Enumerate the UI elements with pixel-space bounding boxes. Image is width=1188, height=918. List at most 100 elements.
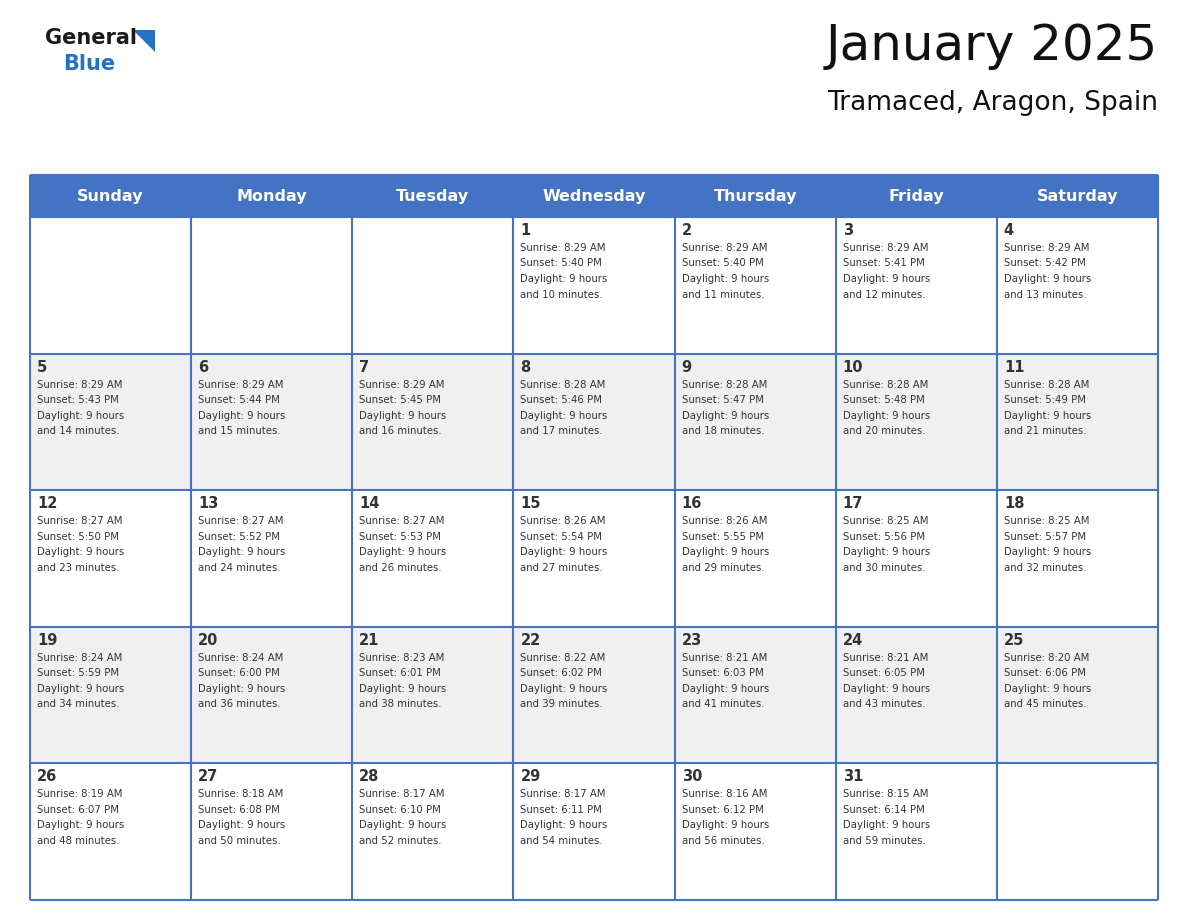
Text: and 12 minutes.: and 12 minutes. bbox=[842, 289, 925, 299]
Text: Sunset: 6:11 PM: Sunset: 6:11 PM bbox=[520, 805, 602, 815]
Text: 22: 22 bbox=[520, 633, 541, 648]
Bar bbox=[30, 353, 1158, 490]
Text: Saturday: Saturday bbox=[1037, 188, 1118, 204]
Text: Sunset: 5:55 PM: Sunset: 5:55 PM bbox=[682, 532, 764, 542]
Text: Sunrise: 8:25 AM: Sunrise: 8:25 AM bbox=[1004, 516, 1089, 526]
Text: and 50 minutes.: and 50 minutes. bbox=[198, 836, 280, 845]
Text: and 34 minutes.: and 34 minutes. bbox=[37, 700, 120, 710]
Text: Sunset: 5:57 PM: Sunset: 5:57 PM bbox=[1004, 532, 1086, 542]
Text: 27: 27 bbox=[198, 769, 219, 784]
Text: 29: 29 bbox=[520, 769, 541, 784]
Text: Sunrise: 8:29 AM: Sunrise: 8:29 AM bbox=[682, 243, 767, 253]
Text: Daylight: 9 hours: Daylight: 9 hours bbox=[198, 410, 285, 420]
Text: Daylight: 9 hours: Daylight: 9 hours bbox=[1004, 274, 1091, 284]
Text: Daylight: 9 hours: Daylight: 9 hours bbox=[198, 684, 285, 694]
Text: and 16 minutes.: and 16 minutes. bbox=[359, 426, 442, 436]
Text: Daylight: 9 hours: Daylight: 9 hours bbox=[198, 547, 285, 557]
Text: Sunrise: 8:27 AM: Sunrise: 8:27 AM bbox=[359, 516, 444, 526]
Text: Daylight: 9 hours: Daylight: 9 hours bbox=[359, 821, 447, 831]
Text: Sunrise: 8:29 AM: Sunrise: 8:29 AM bbox=[198, 380, 284, 389]
Text: 31: 31 bbox=[842, 769, 864, 784]
Text: Daylight: 9 hours: Daylight: 9 hours bbox=[520, 274, 608, 284]
Text: Sunrise: 8:22 AM: Sunrise: 8:22 AM bbox=[520, 653, 606, 663]
Text: Sunset: 6:14 PM: Sunset: 6:14 PM bbox=[842, 805, 924, 815]
Text: Sunset: 5:49 PM: Sunset: 5:49 PM bbox=[1004, 395, 1086, 405]
Text: Tuesday: Tuesday bbox=[397, 188, 469, 204]
Text: Sunset: 5:52 PM: Sunset: 5:52 PM bbox=[198, 532, 280, 542]
Text: January 2025: January 2025 bbox=[826, 22, 1158, 70]
Text: Sunset: 5:47 PM: Sunset: 5:47 PM bbox=[682, 395, 764, 405]
Text: Sunrise: 8:28 AM: Sunrise: 8:28 AM bbox=[1004, 380, 1089, 389]
Text: Sunrise: 8:27 AM: Sunrise: 8:27 AM bbox=[37, 516, 122, 526]
Text: 4: 4 bbox=[1004, 223, 1015, 238]
Text: and 30 minutes.: and 30 minutes. bbox=[842, 563, 925, 573]
Text: 15: 15 bbox=[520, 497, 541, 511]
Text: Sunset: 5:54 PM: Sunset: 5:54 PM bbox=[520, 532, 602, 542]
Text: and 36 minutes.: and 36 minutes. bbox=[198, 700, 280, 710]
Text: 3: 3 bbox=[842, 223, 853, 238]
Text: Sunset: 5:59 PM: Sunset: 5:59 PM bbox=[37, 668, 119, 678]
Text: Daylight: 9 hours: Daylight: 9 hours bbox=[682, 821, 769, 831]
Text: and 20 minutes.: and 20 minutes. bbox=[842, 426, 925, 436]
Text: 30: 30 bbox=[682, 769, 702, 784]
Text: Daylight: 9 hours: Daylight: 9 hours bbox=[520, 410, 608, 420]
Text: 24: 24 bbox=[842, 633, 862, 648]
Text: Daylight: 9 hours: Daylight: 9 hours bbox=[842, 410, 930, 420]
Text: Sunset: 5:42 PM: Sunset: 5:42 PM bbox=[1004, 259, 1086, 268]
Text: Friday: Friday bbox=[889, 188, 944, 204]
Text: Daylight: 9 hours: Daylight: 9 hours bbox=[37, 410, 125, 420]
Text: Daylight: 9 hours: Daylight: 9 hours bbox=[520, 821, 608, 831]
Text: Sunday: Sunday bbox=[77, 188, 144, 204]
Text: Sunset: 6:08 PM: Sunset: 6:08 PM bbox=[198, 805, 280, 815]
Text: Sunset: 6:10 PM: Sunset: 6:10 PM bbox=[359, 805, 441, 815]
Text: Sunset: 5:53 PM: Sunset: 5:53 PM bbox=[359, 532, 441, 542]
Text: and 17 minutes.: and 17 minutes. bbox=[520, 426, 604, 436]
Text: and 10 minutes.: and 10 minutes. bbox=[520, 289, 604, 299]
Text: Sunset: 5:45 PM: Sunset: 5:45 PM bbox=[359, 395, 441, 405]
Text: Sunrise: 8:26 AM: Sunrise: 8:26 AM bbox=[682, 516, 767, 526]
Text: and 23 minutes.: and 23 minutes. bbox=[37, 563, 120, 573]
Text: Sunset: 5:41 PM: Sunset: 5:41 PM bbox=[842, 259, 924, 268]
Text: Wednesday: Wednesday bbox=[542, 188, 646, 204]
Text: Daylight: 9 hours: Daylight: 9 hours bbox=[37, 547, 125, 557]
Text: 5: 5 bbox=[37, 360, 48, 375]
Text: Sunset: 6:05 PM: Sunset: 6:05 PM bbox=[842, 668, 924, 678]
Text: Sunrise: 8:29 AM: Sunrise: 8:29 AM bbox=[842, 243, 928, 253]
Text: Sunset: 6:01 PM: Sunset: 6:01 PM bbox=[359, 668, 441, 678]
Text: Daylight: 9 hours: Daylight: 9 hours bbox=[37, 684, 125, 694]
Text: Sunrise: 8:15 AM: Sunrise: 8:15 AM bbox=[842, 789, 928, 800]
Text: Sunrise: 8:27 AM: Sunrise: 8:27 AM bbox=[198, 516, 284, 526]
Text: and 43 minutes.: and 43 minutes. bbox=[842, 700, 925, 710]
Text: Sunset: 6:07 PM: Sunset: 6:07 PM bbox=[37, 805, 119, 815]
Text: Daylight: 9 hours: Daylight: 9 hours bbox=[1004, 410, 1091, 420]
Text: Sunset: 6:06 PM: Sunset: 6:06 PM bbox=[1004, 668, 1086, 678]
Text: 19: 19 bbox=[37, 633, 57, 648]
Text: 28: 28 bbox=[359, 769, 380, 784]
Text: Sunrise: 8:21 AM: Sunrise: 8:21 AM bbox=[682, 653, 767, 663]
Text: Sunrise: 8:17 AM: Sunrise: 8:17 AM bbox=[359, 789, 444, 800]
Text: Sunrise: 8:18 AM: Sunrise: 8:18 AM bbox=[198, 789, 284, 800]
Text: 8: 8 bbox=[520, 360, 531, 375]
Text: Sunset: 6:00 PM: Sunset: 6:00 PM bbox=[198, 668, 280, 678]
Text: Sunset: 6:12 PM: Sunset: 6:12 PM bbox=[682, 805, 764, 815]
Text: Sunset: 5:56 PM: Sunset: 5:56 PM bbox=[842, 532, 924, 542]
Text: Sunrise: 8:16 AM: Sunrise: 8:16 AM bbox=[682, 789, 767, 800]
Text: Sunset: 5:40 PM: Sunset: 5:40 PM bbox=[682, 259, 764, 268]
Text: Daylight: 9 hours: Daylight: 9 hours bbox=[520, 547, 608, 557]
Bar bbox=[30, 217, 1158, 353]
Text: Sunset: 6:02 PM: Sunset: 6:02 PM bbox=[520, 668, 602, 678]
Text: Sunrise: 8:24 AM: Sunrise: 8:24 AM bbox=[37, 653, 122, 663]
Text: 20: 20 bbox=[198, 633, 219, 648]
Text: Sunset: 6:03 PM: Sunset: 6:03 PM bbox=[682, 668, 764, 678]
Text: Sunset: 5:43 PM: Sunset: 5:43 PM bbox=[37, 395, 119, 405]
Text: 14: 14 bbox=[359, 497, 380, 511]
Text: 23: 23 bbox=[682, 633, 702, 648]
Text: and 56 minutes.: and 56 minutes. bbox=[682, 836, 764, 845]
Text: 6: 6 bbox=[198, 360, 208, 375]
Text: and 14 minutes.: and 14 minutes. bbox=[37, 426, 120, 436]
Bar bbox=[30, 490, 1158, 627]
Text: 10: 10 bbox=[842, 360, 864, 375]
Text: 25: 25 bbox=[1004, 633, 1024, 648]
Text: 1: 1 bbox=[520, 223, 531, 238]
Text: Thursday: Thursday bbox=[713, 188, 797, 204]
